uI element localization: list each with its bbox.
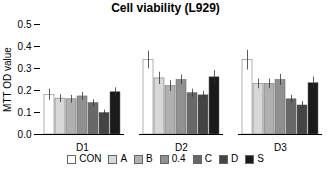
html-text:Cell viability (L929): Cell viability (L929)	[111, 1, 220, 15]
svg-text:MTT OD value: MTT OD value	[2, 47, 13, 112]
svg-text:0.2: 0.2	[18, 85, 32, 96]
html-text:D: D	[230, 153, 239, 164]
svg-text:0.4: 0.4	[18, 41, 32, 52]
html-text:0.4: 0.4	[171, 153, 186, 164]
svg-text:D3: D3	[274, 142, 287, 152]
svg-text:D2: D2	[175, 142, 188, 152]
svg-text:0.1: 0.1	[18, 107, 32, 118]
html-text:S: S	[257, 153, 264, 164]
svg-text:D1: D1	[76, 142, 89, 152]
html-text:A: A	[120, 153, 128, 164]
svg-text:0.3: 0.3	[18, 63, 32, 74]
html-text:CON: CON	[79, 153, 102, 164]
html-text:C: C	[204, 153, 212, 164]
svg-text:0.0: 0.0	[18, 129, 32, 140]
svg-text:0.5: 0.5	[18, 19, 32, 30]
html-text:B: B	[146, 153, 153, 164]
